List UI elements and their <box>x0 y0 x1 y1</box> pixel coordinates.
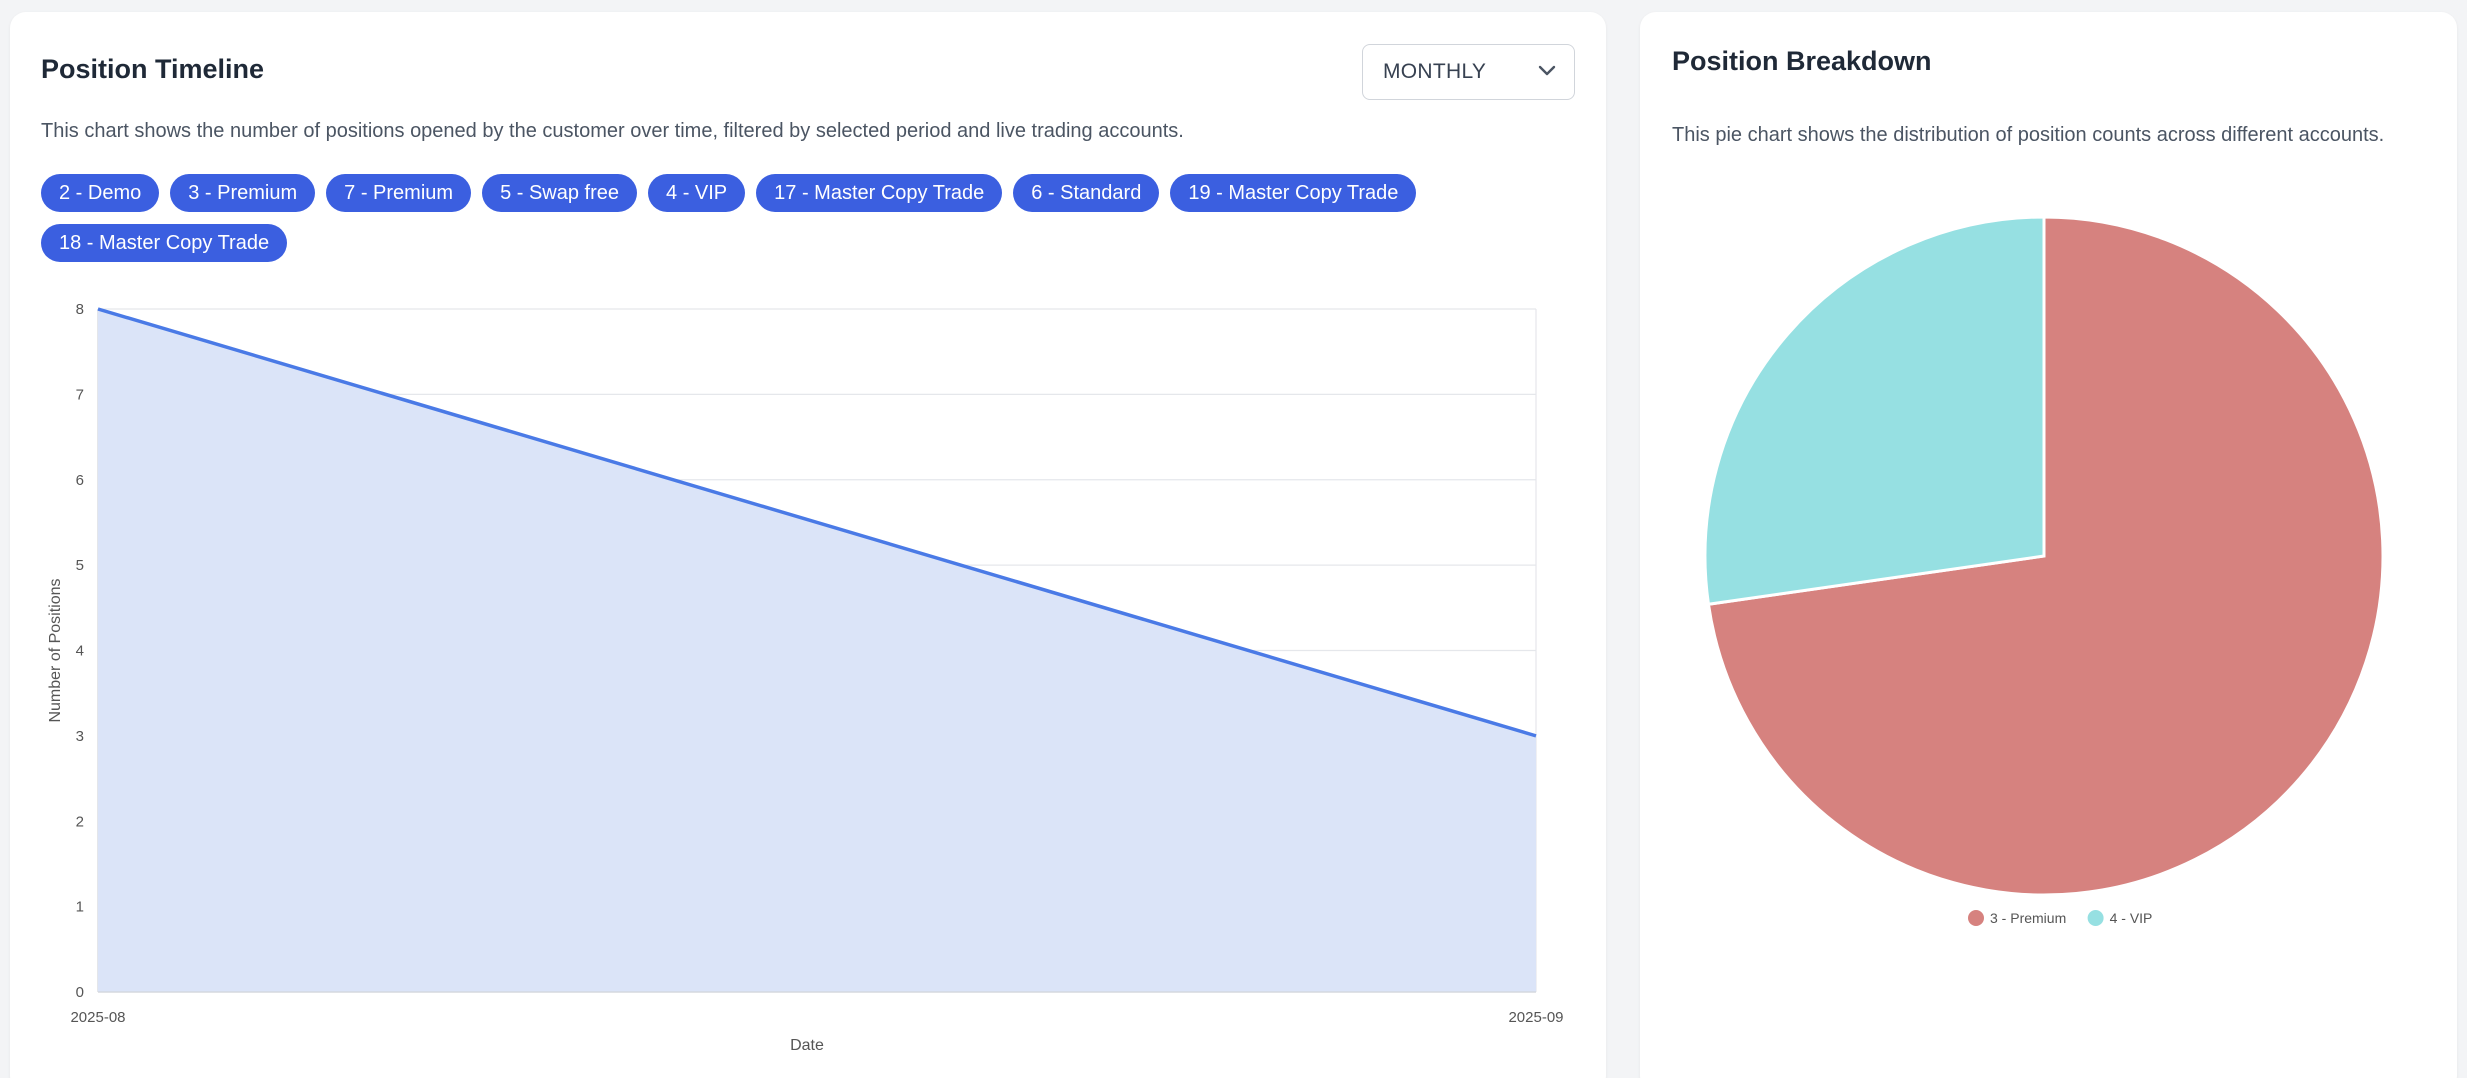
y-tick-label: 0 <box>76 984 84 1001</box>
series-line <box>97 307 1537 738</box>
account-badge[interactable]: 3 - Premium <box>170 174 316 212</box>
account-badge[interactable]: 2 - Demo <box>41 174 160 212</box>
y-tick-label: 1 <box>76 899 84 916</box>
position-timeline-card: Position Timeline MONTHLY This chart sho… <box>10 12 1606 1078</box>
x-tick-label: 2025-09 <box>1508 1009 1563 1026</box>
y-axis-title: Number of Positions <box>47 578 64 722</box>
account-badge[interactable]: 6 - Standard <box>1013 174 1160 212</box>
series-area <box>98 309 1536 992</box>
legend-label: 4 - VIP <box>2110 910 2153 926</box>
account-badge[interactable]: 17 - Master Copy Trade <box>756 174 1003 212</box>
timeline-title: Position Timeline <box>41 54 265 84</box>
pie-slice[interactable] <box>1706 215 2385 897</box>
y-tick-label: 4 <box>76 643 84 660</box>
account-badge[interactable]: 4 - VIP <box>648 174 746 212</box>
y-tick-label: 8 <box>76 301 84 318</box>
pie-slice[interactable] <box>1703 215 2046 606</box>
account-badge[interactable]: 19 - Master Copy Trade <box>1170 174 1417 212</box>
chevron-down-icon <box>1538 65 1556 76</box>
breakdown-description: This pie chart shows the distribution of… <box>1672 124 2385 146</box>
legend-swatch <box>2087 910 2104 926</box>
y-tick-label: 5 <box>76 557 84 574</box>
period-select[interactable]: MONTHLY <box>1362 44 1575 100</box>
position-breakdown-card: Position Breakdown This pie chart shows … <box>1640 12 2457 1078</box>
y-tick-label: 6 <box>76 472 84 489</box>
breakdown-title: Position Breakdown <box>1672 46 1932 76</box>
legend-label: 3 - Premium <box>1990 910 2066 926</box>
legend-swatch <box>1968 910 1984 926</box>
account-filter-list: 2 - Demo 3 - Premium 7 - Premium 5 - Swap f… <box>41 174 1581 262</box>
x-axis-title: Date <box>790 1037 824 1054</box>
y-tick-label: 2 <box>76 813 84 830</box>
account-badge[interactable]: 5 - Swap free <box>482 174 638 212</box>
account-badge[interactable]: 7 - Premium <box>326 174 472 212</box>
y-tick-label: 7 <box>76 386 84 403</box>
y-tick-label: 3 <box>76 728 84 745</box>
account-badge[interactable]: 18 - Master Copy Trade <box>41 224 288 262</box>
timeline-description: This chart shows the number of positions… <box>41 120 1184 142</box>
breakdown-pie-chart: 3 - Premium 4 - VIP <box>1703 215 2385 926</box>
x-tick-label: 2025-08 <box>70 1009 125 1026</box>
period-select-value: MONTHLY <box>1383 60 1487 83</box>
timeline-chart: 0 1 2 3 4 5 6 7 8 2025-08 2025-09 Date Number of Pos… <box>47 301 1564 1054</box>
